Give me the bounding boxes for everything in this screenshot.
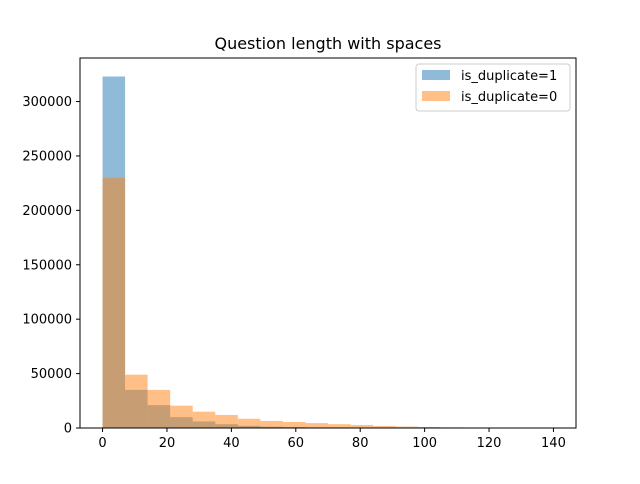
y-axis: 0 50000 100000 150000 200000 250000 300000 — [22, 95, 80, 436]
y-tick-label: 250000 — [22, 149, 72, 164]
y-tick-label: 0 — [64, 422, 72, 437]
legend-label-duplicate-1: is_duplicate=1 — [461, 69, 557, 84]
chart-title: Question length with spaces — [214, 34, 441, 53]
legend: is_duplicate=1 is_duplicate=0 — [416, 64, 570, 111]
y-tick-label: 200000 — [22, 204, 72, 219]
legend-label-duplicate-0: is_duplicate=0 — [461, 90, 557, 105]
legend-swatch-duplicate-0 — [422, 91, 450, 101]
x-tick-label: 140 — [541, 436, 566, 451]
plot-area — [80, 58, 576, 428]
x-tick-label: 0 — [98, 436, 106, 451]
bar-is-duplicate-0-bin-9 — [305, 423, 328, 428]
bar-is-duplicate-0-bin-1 — [125, 375, 148, 428]
bars-layer — [103, 77, 554, 429]
x-tick-label: 120 — [477, 436, 502, 451]
y-tick-label: 300000 — [22, 95, 72, 110]
bar-is-duplicate-0-bin-3 — [170, 406, 193, 428]
bar-is-duplicate-0-bin-0 — [103, 178, 126, 428]
x-tick-label: 60 — [288, 436, 305, 451]
bar-is-duplicate-0-bin-2 — [148, 390, 171, 428]
bar-is-duplicate-0-bin-4 — [193, 412, 216, 428]
legend-swatch-duplicate-1 — [422, 70, 450, 80]
y-tick-label: 150000 — [22, 258, 72, 273]
bar-is-duplicate-0-bin-8 — [283, 422, 306, 428]
bar-is-duplicate-0-bin-5 — [215, 415, 238, 428]
y-tick-label: 50000 — [31, 367, 72, 382]
x-tick-label: 100 — [412, 436, 437, 451]
axes-frame — [80, 58, 576, 428]
x-axis: 0 20 40 60 80 100 120 140 — [98, 428, 565, 451]
bar-is-duplicate-0-bin-7 — [260, 421, 283, 428]
y-tick-label: 100000 — [22, 313, 72, 328]
x-tick-label: 80 — [352, 436, 369, 451]
x-tick-label: 40 — [223, 436, 240, 451]
x-tick-label: 20 — [159, 436, 176, 451]
bar-is-duplicate-0-bin-6 — [238, 419, 261, 428]
bar-is-duplicate-0-bin-10 — [328, 424, 351, 428]
